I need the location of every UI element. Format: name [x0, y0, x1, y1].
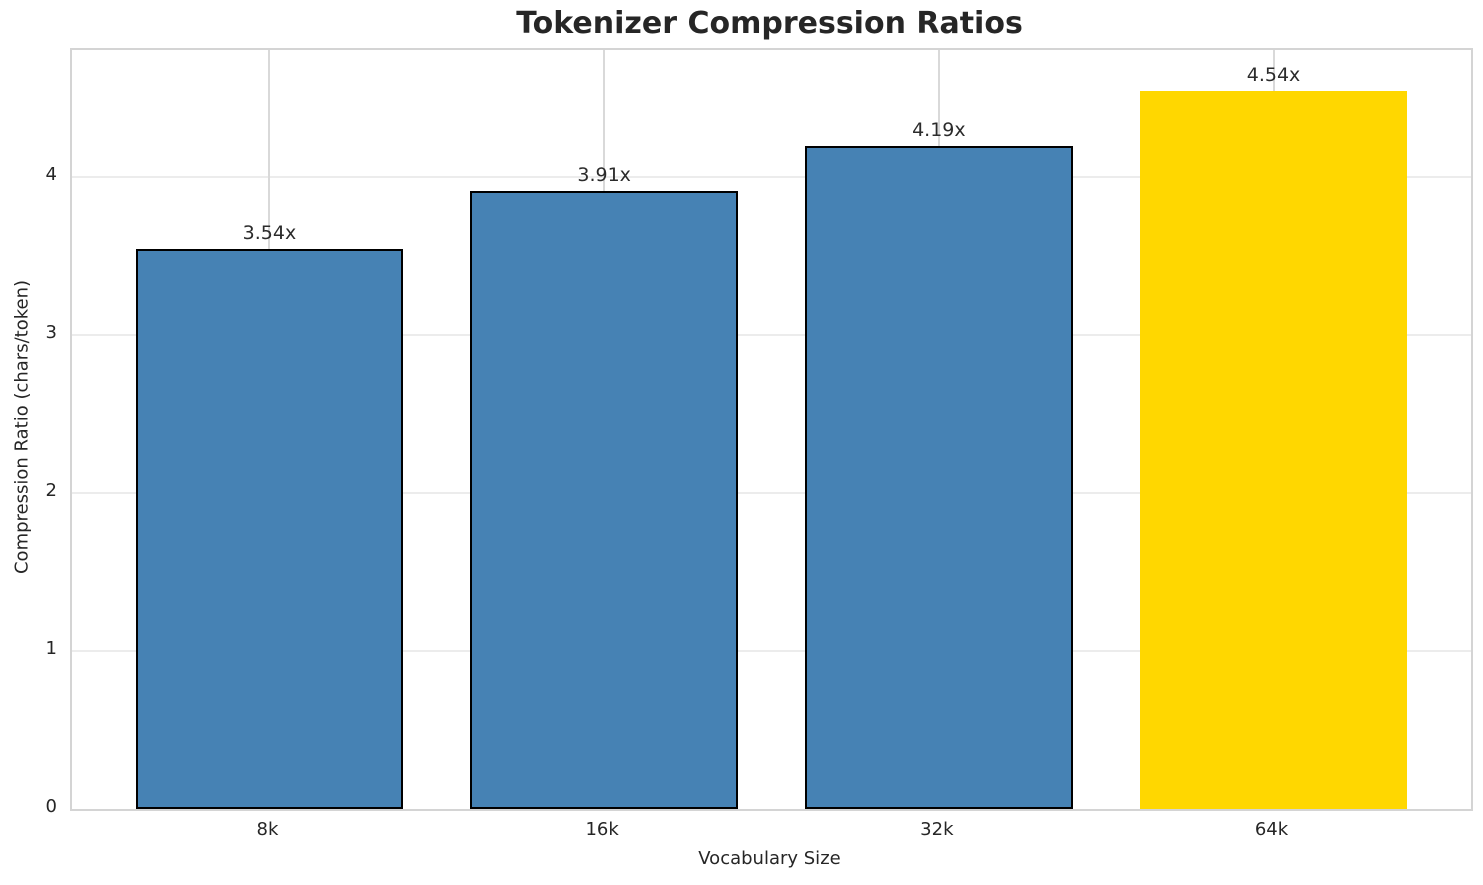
bar-value-label: 3.54x: [242, 222, 297, 245]
plot-area: 3.54x 3.91x 4.19x 4.54x: [70, 48, 1473, 811]
bar-value-label: 3.91x: [577, 163, 631, 186]
y-tick-label: 0: [45, 796, 57, 817]
x-tick-label: 64k: [1254, 819, 1289, 840]
h-gridline: [72, 649, 1471, 652]
y-axis-label: Compression Ratio (chars/token): [11, 279, 33, 575]
h-gridline: [72, 491, 1471, 494]
bar-32k: [804, 146, 1073, 809]
x-tick-label: 32k: [920, 819, 954, 840]
y-tick-label: 3: [45, 321, 57, 343]
bar-value-label: 4.54x: [1246, 64, 1301, 87]
bar-value-label: 4.19x: [912, 119, 966, 142]
y-tick-label: 1: [45, 637, 57, 659]
y-tick-label: 4: [45, 163, 57, 185]
bar-16k: [470, 190, 739, 809]
h-gridline: [72, 175, 1471, 178]
x-tick-label: 16k: [585, 819, 619, 840]
chart-title: Tokenizer Compression Ratios: [516, 6, 1023, 41]
h-gridline: [72, 333, 1471, 336]
x-tick-label: 8k: [256, 819, 279, 840]
y-tick-label: 2: [45, 479, 57, 501]
x-axis-label: Vocabulary Size: [698, 848, 841, 869]
bar-64k: [1139, 91, 1408, 809]
bar-8k: [135, 249, 404, 809]
